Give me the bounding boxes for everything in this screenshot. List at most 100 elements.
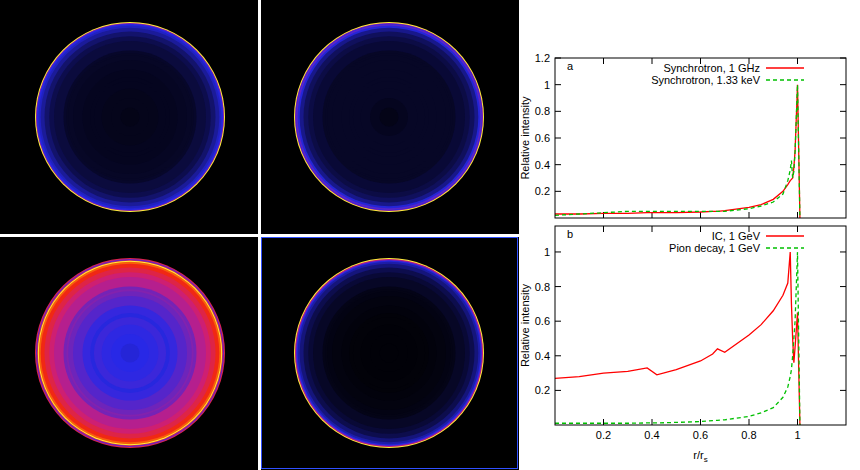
map-ring <box>90 313 170 393</box>
map-ring <box>300 28 479 207</box>
map-ring <box>64 287 197 420</box>
map <box>294 22 484 212</box>
map-ring <box>353 317 425 389</box>
x-tick <box>797 58 798 64</box>
map-ring <box>327 55 451 179</box>
map-ring <box>73 296 187 410</box>
panel-label: a <box>567 60 574 72</box>
map-ring <box>380 108 399 127</box>
map-ring <box>297 25 481 209</box>
x-tick <box>797 419 798 425</box>
map-ring <box>90 77 170 157</box>
x-tick <box>700 212 701 218</box>
plot-frame <box>555 58 846 218</box>
map-ring <box>361 325 418 382</box>
map-ring <box>308 272 470 434</box>
map-ring <box>102 325 159 382</box>
map-ring <box>94 81 166 153</box>
map-ring <box>39 26 221 208</box>
map <box>35 22 225 212</box>
y-tick <box>840 84 846 85</box>
y-tick <box>555 286 561 287</box>
map-ring <box>68 55 192 179</box>
map-ring <box>49 36 211 198</box>
x-tick <box>700 419 701 425</box>
map <box>35 258 225 448</box>
plot-frame <box>555 226 846 425</box>
map-ring <box>297 261 481 445</box>
map-ring <box>36 23 224 211</box>
y-tick-label: 0.6 <box>535 315 550 327</box>
x-tick-label: 0.4 <box>644 429 659 441</box>
map-ring <box>370 334 408 372</box>
y-tick <box>840 191 846 192</box>
y-tick <box>840 286 846 287</box>
map-ring <box>54 277 206 429</box>
map-ring <box>54 41 206 193</box>
map-ring <box>83 306 178 401</box>
map-ring <box>111 334 149 372</box>
map-ring <box>323 287 456 420</box>
y-tick-label: 0.4 <box>535 159 550 171</box>
map-ring <box>296 24 481 209</box>
y-tick <box>555 321 561 322</box>
map-ring <box>68 291 192 415</box>
map-ring <box>342 70 437 165</box>
x-tick-label: 0.8 <box>741 429 756 441</box>
x-tick <box>797 212 798 218</box>
map-ring <box>49 272 211 434</box>
x-tick <box>749 212 750 218</box>
map-ring <box>296 24 482 210</box>
map-ring <box>294 22 484 212</box>
x-tick <box>652 226 653 232</box>
map-ring <box>102 89 159 146</box>
legend-label: Pion decay, 1 GeV <box>669 242 761 254</box>
map-ring <box>121 344 140 363</box>
x-axis-title: r/rs <box>693 449 707 464</box>
legend-swatch <box>766 247 804 248</box>
map-ring <box>121 108 140 127</box>
y-tick <box>840 251 846 252</box>
y-tick-label: 0.6 <box>535 132 550 144</box>
y-tick <box>555 111 561 112</box>
x-tick <box>700 226 701 232</box>
y-tick-label: 1 <box>544 246 550 258</box>
map-ring <box>39 262 221 444</box>
plot-area <box>555 252 800 425</box>
map-ring <box>37 260 222 445</box>
series-line <box>555 252 800 425</box>
map-ring <box>295 23 482 210</box>
map-ring <box>327 291 451 415</box>
map-divider <box>0 234 519 237</box>
map <box>294 258 484 448</box>
map-ring <box>332 60 446 174</box>
figure: 0.2 0.4 0.6 0.8 1 1.2 a Synchrotron, 1 GHzSynch… <box>0 0 860 470</box>
map-ring <box>300 264 479 443</box>
map-ring <box>304 32 475 203</box>
legend-label: Synchrotron, 1 GHz <box>663 62 760 74</box>
map-ring <box>64 51 197 184</box>
y-tick <box>555 390 561 391</box>
map-ring <box>349 313 429 393</box>
map-ring <box>37 24 223 210</box>
map-frame <box>262 238 518 469</box>
y-tick <box>555 138 561 139</box>
map-ring <box>35 258 225 448</box>
legend-swatch <box>766 79 804 80</box>
y-tick <box>555 84 561 85</box>
map-ring <box>353 81 425 153</box>
x-tick <box>749 419 750 425</box>
map-ring <box>45 32 216 203</box>
y-tick-label: 1 <box>544 79 550 91</box>
map-ring <box>323 51 456 184</box>
series-line <box>555 252 800 425</box>
map-ring <box>45 268 216 439</box>
legend-label: Synchrotron, 1.33 keV <box>651 74 761 86</box>
y-tick <box>840 111 846 112</box>
y-tick-label: 1.2 <box>535 52 550 64</box>
y-tick <box>840 138 846 139</box>
map-ring <box>66 289 193 416</box>
y-tick-label: 0.2 <box>535 185 550 197</box>
map-ring <box>296 260 481 445</box>
series-line <box>555 85 800 218</box>
